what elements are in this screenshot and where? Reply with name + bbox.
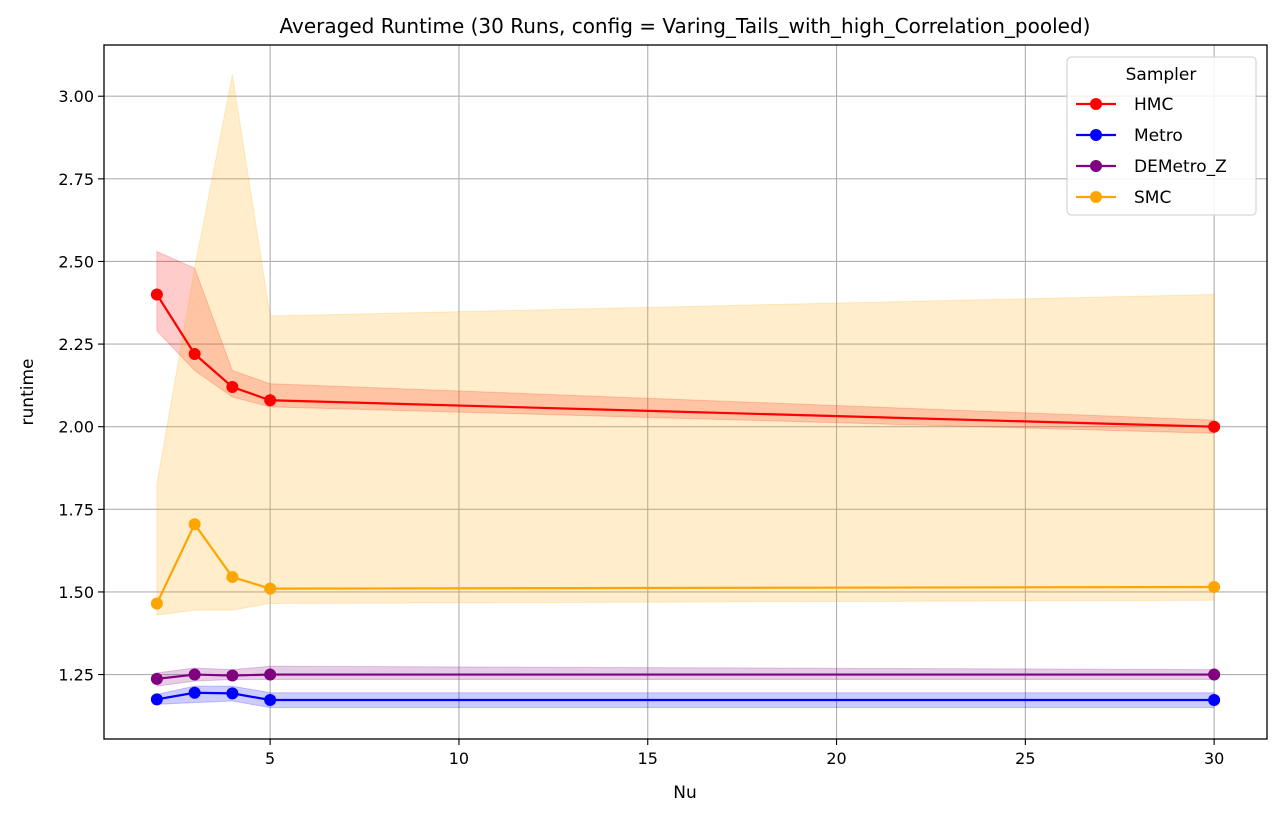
hmc-point xyxy=(188,347,201,360)
x-tick-label: 10 xyxy=(449,749,469,768)
y-tick-label: 1.50 xyxy=(58,583,94,602)
smc-point xyxy=(188,518,201,531)
hmc-legend-marker xyxy=(1090,98,1102,110)
x-tick-label: 30 xyxy=(1204,749,1224,768)
hmc-point xyxy=(264,394,277,407)
metro-point xyxy=(1208,694,1221,707)
y-tick-label: 2.75 xyxy=(58,170,94,189)
x-tick-label: 15 xyxy=(638,749,658,768)
hmc-band xyxy=(156,250,1215,434)
y-tick-label: 2.00 xyxy=(58,418,94,437)
y-tick-label: 1.25 xyxy=(58,666,94,685)
hmc-point xyxy=(1208,420,1221,433)
hmc-point xyxy=(150,288,163,301)
smc-legend-label: SMC xyxy=(1134,188,1171,208)
smc-point xyxy=(226,571,239,584)
demetro-z-point xyxy=(188,668,201,681)
smc-legend-marker xyxy=(1090,191,1102,203)
y-tick-label: 1.75 xyxy=(58,500,94,519)
metro-point xyxy=(188,686,201,699)
plot-frame xyxy=(103,44,1268,740)
y-axis-label: runtime xyxy=(18,359,38,426)
metro-point xyxy=(264,694,277,707)
smc-point xyxy=(264,582,277,595)
demetro-z-legend-label: DEMetro_Z xyxy=(1134,157,1227,177)
hmc-point xyxy=(226,381,239,394)
legend-title: Sampler xyxy=(1126,65,1197,85)
hmc-legend-label: HMC xyxy=(1134,95,1173,115)
metro-band xyxy=(156,685,1215,709)
legend-items: HMC Metro DEMetro_Z SMC xyxy=(1076,95,1227,208)
x-tick-label: 20 xyxy=(826,749,846,768)
series-points xyxy=(150,288,1221,707)
x-tick-label: 25 xyxy=(1015,749,1035,768)
demetro-z-point xyxy=(226,669,239,682)
x-axis-label: Nu xyxy=(673,783,697,803)
metro-legend-label: Metro xyxy=(1134,126,1183,146)
demetro-z-point xyxy=(1208,668,1221,681)
y-tick-label: 2.50 xyxy=(58,252,94,271)
x-tick-label: 5 xyxy=(265,749,275,768)
x-axis-ticks: 5 10 15 20 25 30 xyxy=(265,739,1224,768)
smc-point xyxy=(1208,580,1221,593)
demetro-z-legend-marker xyxy=(1090,160,1102,172)
confidence-bands xyxy=(156,74,1215,709)
smc-band xyxy=(156,74,1215,616)
chart-title: Averaged Runtime (30 Runs, config = Vari… xyxy=(280,14,1091,38)
y-axis-ticks: 1.25 1.50 1.75 2.00 2.25 2.50 2.75 3.00 xyxy=(58,87,104,685)
grid xyxy=(104,45,1267,739)
smc-point xyxy=(150,597,163,610)
demetro-z-point xyxy=(264,668,277,681)
legend-box xyxy=(1066,56,1257,216)
metro-point xyxy=(150,693,163,706)
metro-legend-marker xyxy=(1090,129,1102,141)
y-tick-label: 3.00 xyxy=(58,87,94,106)
metro-point xyxy=(226,687,239,700)
legend: Sampler HMC Metro DEMetro_Z SMC xyxy=(1066,56,1257,216)
y-tick-label: 2.25 xyxy=(58,335,94,354)
demetro-z-point xyxy=(150,672,163,685)
